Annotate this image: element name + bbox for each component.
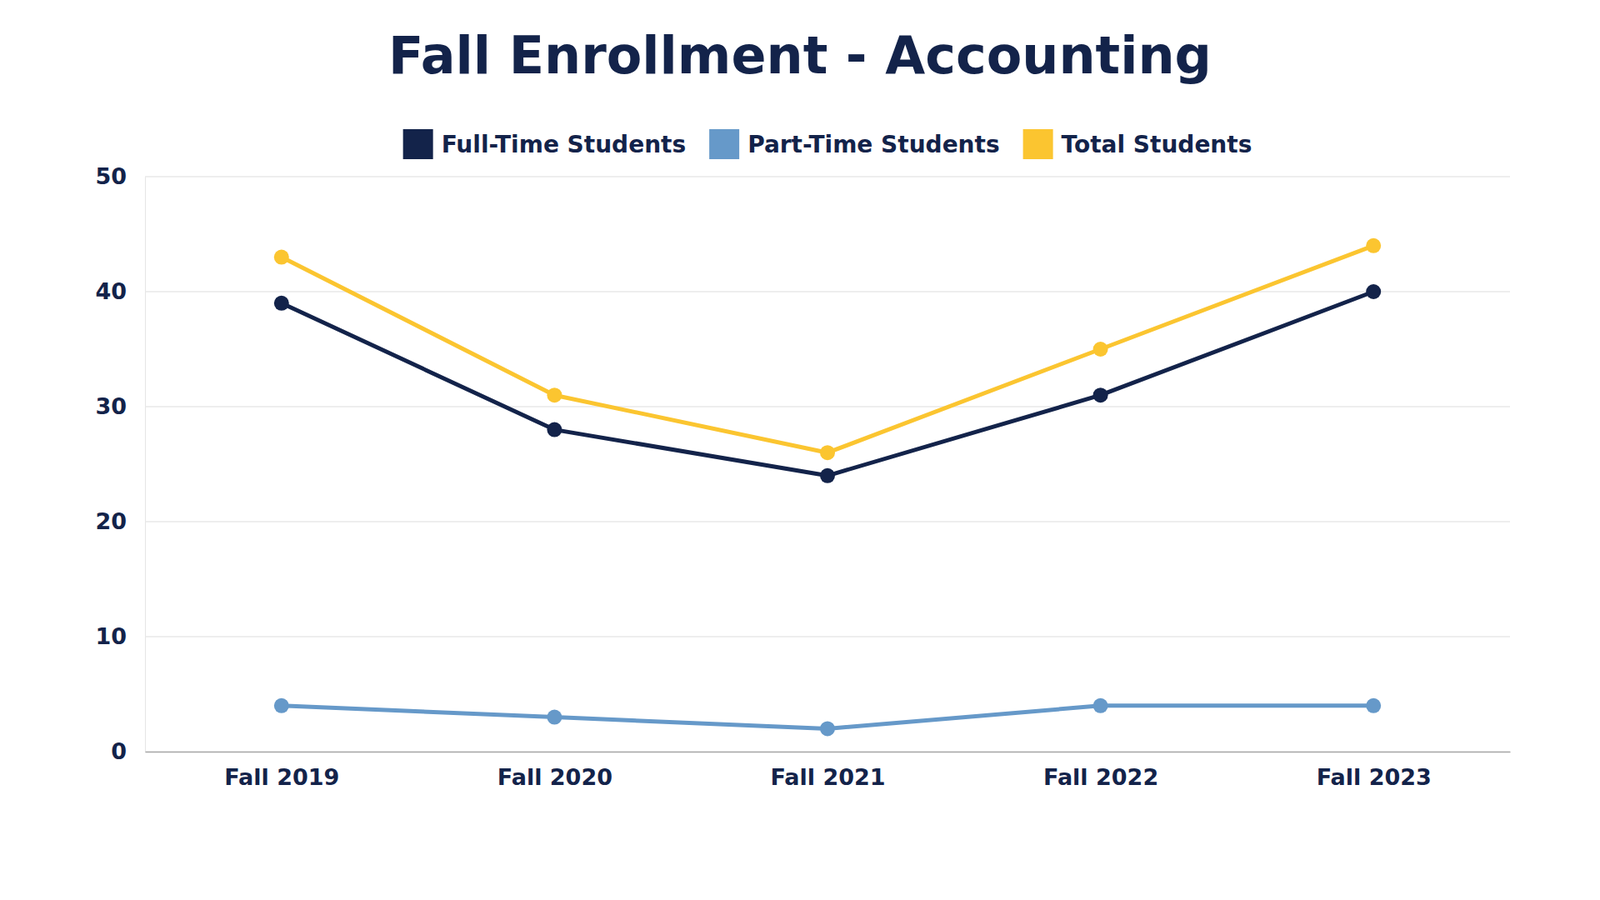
series-marker [274, 698, 290, 714]
grid-line [145, 636, 1510, 638]
x-tick-label: Fall 2022 [1043, 764, 1159, 790]
series [274, 238, 1381, 460]
x-axis-line [145, 751, 1511, 754]
y-tick: 20 [95, 508, 145, 535]
series-marker [1093, 387, 1109, 403]
x-tick: Fall 2019 [224, 751, 340, 790]
x-tick: Fall 2022 [1043, 751, 1159, 790]
series-marker [546, 422, 562, 438]
legend-swatch [1023, 129, 1054, 160]
x-axis: Fall 2019 Fall 2020 Fall 2021 Fall 2022 Fall… [145, 751, 1511, 790]
legend-swatch [709, 129, 740, 160]
y-tick-label: 10 [95, 623, 127, 650]
x-tick: Fall 2023 [1316, 751, 1432, 790]
y-axis: 0 10 20 30 40 50 [95, 163, 145, 765]
grid [145, 176, 1510, 752]
grid-line [145, 521, 1510, 523]
series-marker [1365, 698, 1381, 714]
series-marker [1093, 698, 1109, 714]
legend-item: Part-Time Students [709, 129, 1000, 160]
series-marker [274, 250, 290, 265]
series-line [281, 291, 1374, 476]
y-tick-label: 30 [95, 393, 127, 420]
legend-item: Total Students [1023, 129, 1253, 160]
legend: Full-Time Students Part-Time Students Tota… [403, 129, 1253, 160]
x-tick: Fall 2020 [497, 751, 613, 790]
chart: Fall Enrollment - Accounting 0 10 20 30 40 50 F… [0, 0, 1600, 900]
legend-label: Full-Time Students [441, 130, 686, 159]
legend-item: Full-Time Students [403, 129, 686, 160]
series-marker [820, 468, 835, 484]
series-marker [546, 710, 562, 725]
y-tick: 30 [95, 393, 145, 420]
x-tick-label: Fall 2019 [224, 764, 340, 790]
x-tick-label: Fall 2021 [770, 764, 885, 790]
title: Fall Enrollment - Accounting [388, 25, 1212, 86]
grid-line [145, 176, 1510, 178]
y-tick-label: 50 [95, 163, 127, 190]
y-tick-label: 40 [95, 278, 127, 305]
series-marker [1365, 238, 1381, 254]
grid-line [145, 406, 1510, 408]
series-marker [820, 720, 835, 736]
series [274, 698, 1381, 737]
series-line [281, 245, 1374, 453]
y-tick: 50 [95, 163, 145, 190]
series-marker [274, 295, 290, 311]
legend-label: Total Students [1061, 130, 1253, 159]
y-tick-label: 0 [110, 738, 127, 765]
y-axis-line [145, 177, 146, 753]
series-marker [820, 445, 835, 460]
series-marker [1093, 341, 1109, 357]
series-area [274, 238, 1381, 737]
x-tick-label: Fall 2023 [1316, 764, 1432, 790]
series-marker [546, 387, 562, 403]
y-tick: 40 [95, 278, 145, 305]
legend-label: Part-Time Students [747, 130, 1000, 159]
y-tick-label: 20 [95, 508, 127, 535]
x-tick: Fall 2021 [770, 751, 885, 790]
series [274, 284, 1381, 484]
y-tick: 10 [95, 623, 145, 650]
y-tick: 0 [110, 738, 145, 765]
grid-line [145, 751, 1510, 753]
series-marker [1365, 284, 1381, 300]
plot: 01020304050Fall 2019Fall 2020Fall 2021Fa… [95, 163, 1510, 790]
x-tick-label: Fall 2020 [497, 764, 613, 790]
legend-swatch [403, 129, 434, 160]
